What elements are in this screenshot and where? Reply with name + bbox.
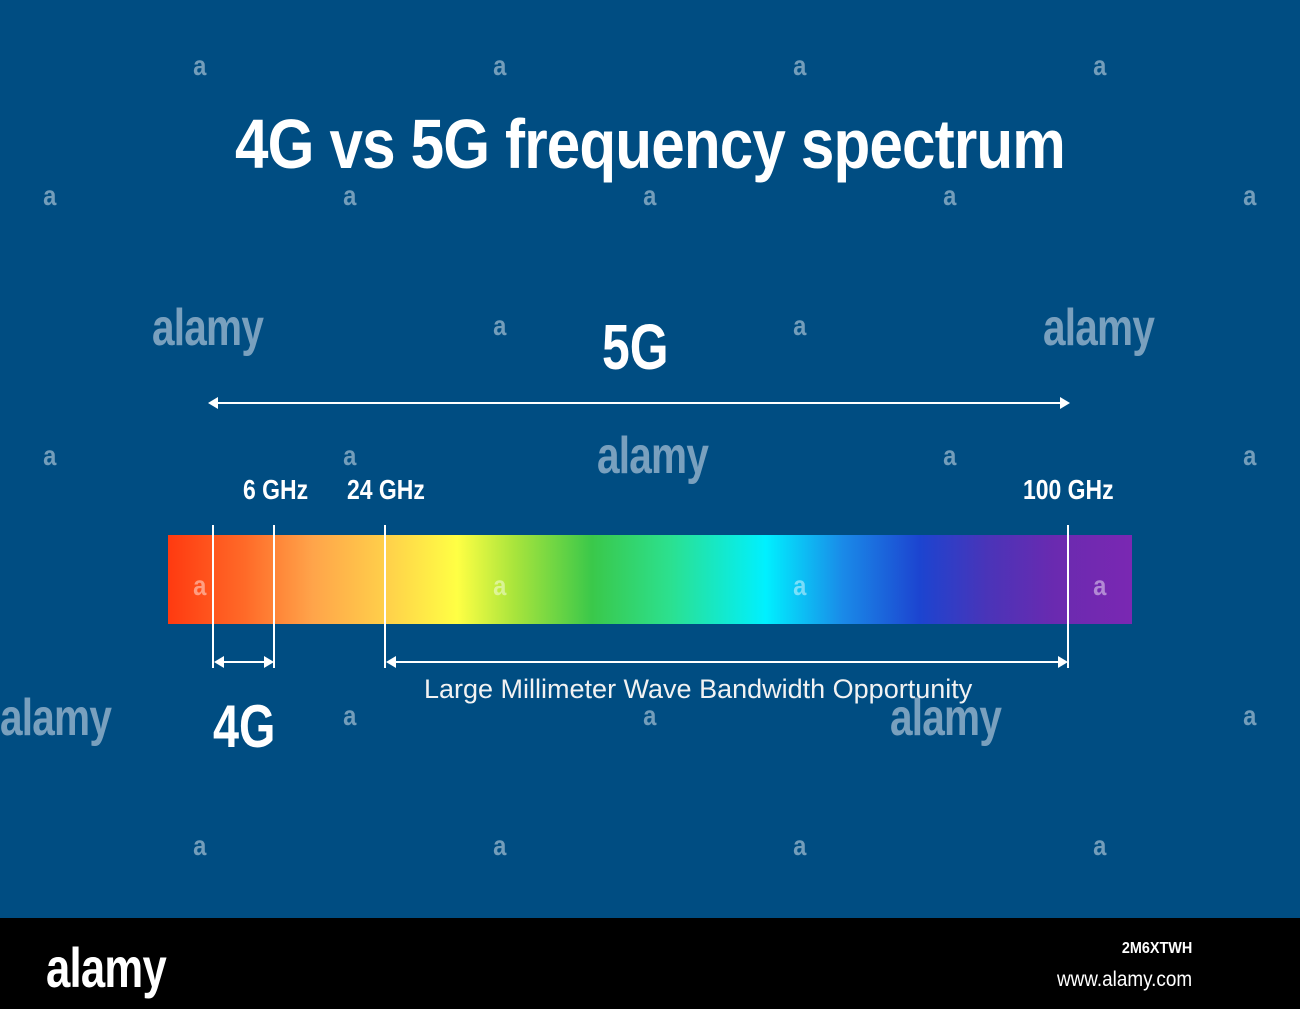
watermark-mark: a [643,180,657,211]
arrow-4g-range [214,656,274,668]
diagram-title: 4G vs 5G frequency spectrum [235,105,1066,183]
watermark-mark: a [193,830,207,861]
arrow-5g-range [208,397,1070,409]
watermark-mark: a [493,50,507,81]
watermark-mark: a [793,310,807,341]
freq-label-100ghz: 100 GHz [1023,474,1114,505]
watermark-mark: a [343,700,357,731]
watermark-mark: a [793,830,807,861]
watermark-mark: a [943,180,957,211]
watermark-mark: a [43,440,57,471]
watermark-word: alamy [0,689,112,747]
watermark-word: alamy [152,299,264,357]
watermark-mark: a [193,50,207,81]
footer-url: www.alamy.com [1056,968,1192,991]
watermark-mark: a [493,310,507,341]
watermark-word: alamy [890,689,1002,747]
freq-label-6ghz: 6 GHz [243,474,309,505]
mmwave-label: Large Millimeter Wave Bandwidth Opportun… [424,674,973,704]
watermark-mark: a [343,180,357,211]
watermark-mark: a [1093,570,1107,601]
watermark-mark: a [1243,180,1257,211]
spectrum-gradient-bar [168,535,1132,624]
marker-line-100ghz [1067,525,1069,668]
freq-label-24ghz: 24 GHz [347,474,425,505]
label-4g: 4G [213,693,276,760]
watermark-mark: a [943,440,957,471]
watermark-mark: a [43,180,57,211]
watermark-mark: a [643,700,657,731]
diagram-panel: 4G vs 5G frequency spectrum 5G 6 GHz 24 … [0,50,1257,861]
watermark-mark: a [493,570,507,601]
watermark-mark: a [193,570,207,601]
image-id: 2M6XTWH [1121,940,1192,957]
watermark-mark: a [343,440,357,471]
footer-bar [0,918,1300,1009]
watermark-mark: a [1093,830,1107,861]
watermark-mark: a [1243,440,1257,471]
watermark-mark: a [493,830,507,861]
watermark-mark: a [1243,700,1257,731]
watermark-word: alamy [1043,299,1155,357]
marker-line-4g-start [212,525,214,668]
watermark-mark: a [1093,50,1107,81]
footer-logo: alamy [46,936,167,999]
arrow-mmwave-range [386,656,1068,668]
watermark-mark: a [793,50,807,81]
watermark-word: alamy [597,427,709,485]
watermark-mark: a [793,570,807,601]
marker-line-24ghz [384,525,386,668]
marker-line-6ghz [273,525,275,668]
label-5g: 5G [602,311,669,383]
